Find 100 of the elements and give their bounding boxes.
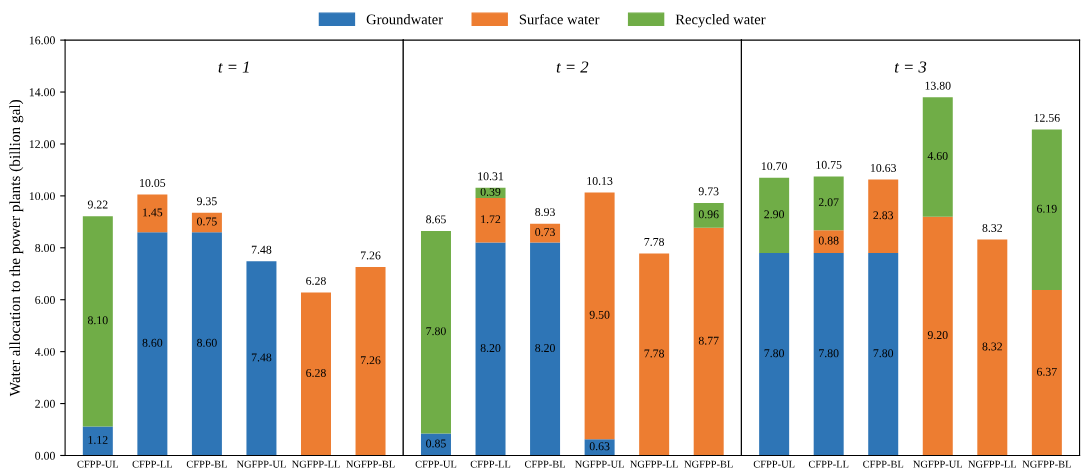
x-tick-label: NGFPP-LL — [630, 460, 678, 468]
x-tick-label: CFPP-LL — [470, 460, 511, 468]
total-label: 10.70 — [761, 162, 787, 171]
bar — [420, 230, 451, 434]
total-label: 8.93 — [535, 208, 555, 217]
data-label: 0.73 — [535, 228, 555, 237]
data-label: 4.60 — [927, 151, 948, 160]
data-label: 0.63 — [589, 442, 610, 451]
total-label: 13.80 — [925, 81, 951, 90]
bar — [137, 232, 168, 456]
bar — [639, 253, 670, 456]
x-tick-label: CFPP-BL — [186, 460, 227, 468]
y-tick-label: 2.00 — [35, 399, 55, 408]
total-label: 9.73 — [698, 187, 719, 196]
bar — [475, 197, 506, 243]
total-label: 8.65 — [426, 215, 446, 224]
bar — [355, 267, 386, 456]
x-tick-label: CFPP-BL — [524, 460, 565, 468]
bar — [191, 232, 222, 456]
bar — [868, 252, 899, 456]
legend-label: Surface water — [519, 13, 600, 25]
data-label: 0.39 — [480, 187, 501, 196]
data-label: 1.45 — [143, 208, 163, 217]
data-label: 1.72 — [481, 215, 501, 224]
bar — [693, 227, 724, 456]
data-label: 2.83 — [873, 211, 894, 220]
bar — [82, 426, 113, 456]
total-label: 7.48 — [251, 245, 272, 254]
total-label: 9.35 — [196, 197, 217, 206]
bar — [530, 223, 561, 243]
data-label: 7.78 — [644, 349, 665, 358]
bar — [584, 192, 615, 440]
y-tick-label: 6.00 — [35, 295, 55, 304]
data-label: 2.90 — [764, 210, 785, 219]
text: t = 2 — [556, 61, 589, 73]
legend-label: Recycled water — [675, 14, 766, 28]
total-label: 10.13 — [587, 176, 613, 185]
x-tick-label: NGFPP-LL — [291, 460, 340, 468]
bar — [922, 97, 953, 217]
bar — [475, 242, 506, 456]
data-label: 7.80 — [819, 349, 839, 358]
data-label: 0.75 — [197, 217, 217, 226]
bar — [813, 252, 844, 456]
legend-label: Groundwater — [366, 14, 443, 25]
data-label: 7.80 — [873, 349, 894, 358]
data-label: 8.20 — [535, 344, 555, 353]
data-label: 1.12 — [88, 435, 108, 444]
bar — [868, 179, 899, 253]
total-label: 6.28 — [306, 276, 326, 285]
data-label: 0.96 — [698, 210, 719, 219]
bar — [82, 216, 113, 427]
total-label: 12.56 — [1034, 113, 1060, 122]
x-tick-label: NGFPP-BL — [346, 460, 395, 468]
bar — [137, 194, 168, 233]
y-axis-title: Water allocation to the power plants (billion gal) — [9, 99, 24, 397]
data-label: 8.77 — [698, 336, 719, 345]
data-label: 8.20 — [480, 344, 501, 353]
bar — [977, 239, 1008, 456]
data-label: 6.37 — [1037, 367, 1057, 376]
total-label: 10.05 — [140, 179, 166, 188]
bar — [1031, 129, 1062, 291]
total-label: 10.75 — [816, 160, 842, 169]
bar — [530, 242, 561, 456]
bar — [246, 261, 277, 456]
bar — [693, 202, 724, 228]
bar — [191, 212, 222, 233]
data-label: 7.80 — [426, 327, 446, 336]
data-label: 7.80 — [764, 349, 785, 358]
y-tick-label: 16.00 — [29, 36, 55, 45]
bar — [300, 292, 331, 456]
x-tick-label: CFPP-UL — [753, 460, 795, 468]
x-tick-label: CFPP-LL — [132, 460, 172, 468]
data-label: 7.26 — [360, 356, 381, 365]
bar — [813, 176, 844, 231]
data-label: 9.50 — [589, 310, 610, 319]
x-tick-label: CFPP-UL — [415, 460, 457, 468]
data-label: 8.60 — [197, 338, 217, 347]
x-tick-label: NGFPP-LL — [968, 460, 1016, 468]
total-label: 10.63 — [870, 163, 897, 172]
bar — [759, 177, 790, 253]
x-tick-label: CFPP-UL — [77, 460, 119, 468]
bar — [420, 433, 451, 456]
y-tick-label: 0.00 — [35, 451, 55, 460]
total-label: 7.26 — [360, 251, 381, 260]
x-tick-label: CFPP-LL — [808, 460, 849, 468]
data-label: 6.28 — [306, 368, 326, 377]
y-tick-label: 8.00 — [35, 244, 55, 253]
y-tick-label: 12.00 — [29, 140, 55, 149]
bar — [1031, 290, 1062, 456]
bar — [922, 216, 953, 456]
text: t = 1 — [218, 61, 249, 73]
data-label: 9.20 — [927, 331, 948, 340]
x-tick-label: CFPP-BL — [863, 460, 904, 468]
total-label: 8.32 — [982, 223, 1002, 232]
data-label: 6.19 — [1037, 204, 1057, 213]
total-label: 9.22 — [87, 200, 108, 209]
total-label: 7.78 — [644, 237, 665, 246]
x-tick-label: NGFPP-UL — [236, 460, 286, 468]
bar — [584, 439, 615, 456]
data-label: 8.32 — [982, 342, 1002, 351]
